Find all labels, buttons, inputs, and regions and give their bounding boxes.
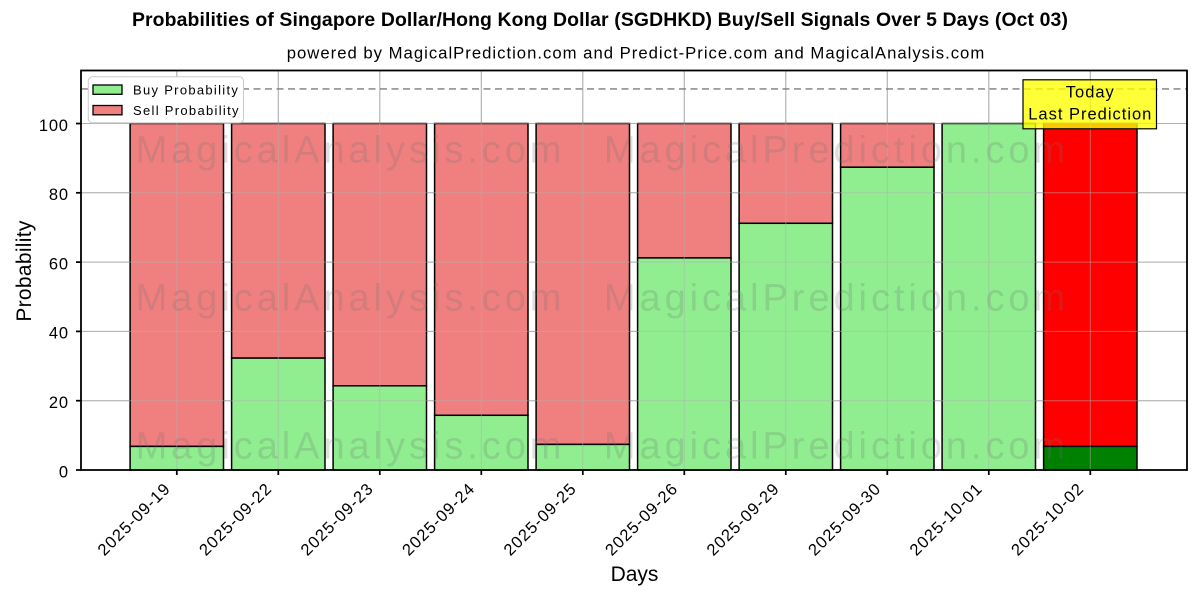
svg-text:80: 80 (49, 186, 69, 204)
svg-text:MagicalPrediction.com: MagicalPrediction.com (604, 426, 1069, 468)
svg-text:100: 100 (39, 117, 69, 135)
svg-text:MagicalAnalysis.com: MagicalAnalysis.com (136, 130, 566, 172)
svg-text:40: 40 (49, 325, 69, 343)
svg-text:Probabilities of Singapore Dol: Probabilities of Singapore Dollar/Hong K… (132, 9, 1068, 31)
svg-text:60: 60 (49, 255, 69, 273)
svg-text:MagicalPrediction.com: MagicalPrediction.com (604, 278, 1069, 320)
svg-text:powered by MagicalPrediction.c: powered by MagicalPrediction.com and Pre… (287, 44, 986, 63)
svg-text:Sell Probability: Sell Probability (133, 103, 240, 118)
svg-text:Buy Probability: Buy Probability (133, 83, 239, 98)
svg-text:MagicalAnalysis.com: MagicalAnalysis.com (136, 278, 566, 320)
svg-text:Today: Today (1066, 84, 1115, 102)
svg-text:Last Prediction: Last Prediction (1028, 106, 1152, 124)
svg-text:MagicalAnalysis.com: MagicalAnalysis.com (136, 426, 566, 468)
svg-text:20: 20 (49, 394, 69, 412)
svg-text:Days: Days (611, 563, 659, 586)
svg-text:Probability: Probability (13, 220, 36, 322)
svg-text:0: 0 (59, 463, 69, 481)
svg-text:MagicalPrediction.com: MagicalPrediction.com (604, 130, 1069, 172)
